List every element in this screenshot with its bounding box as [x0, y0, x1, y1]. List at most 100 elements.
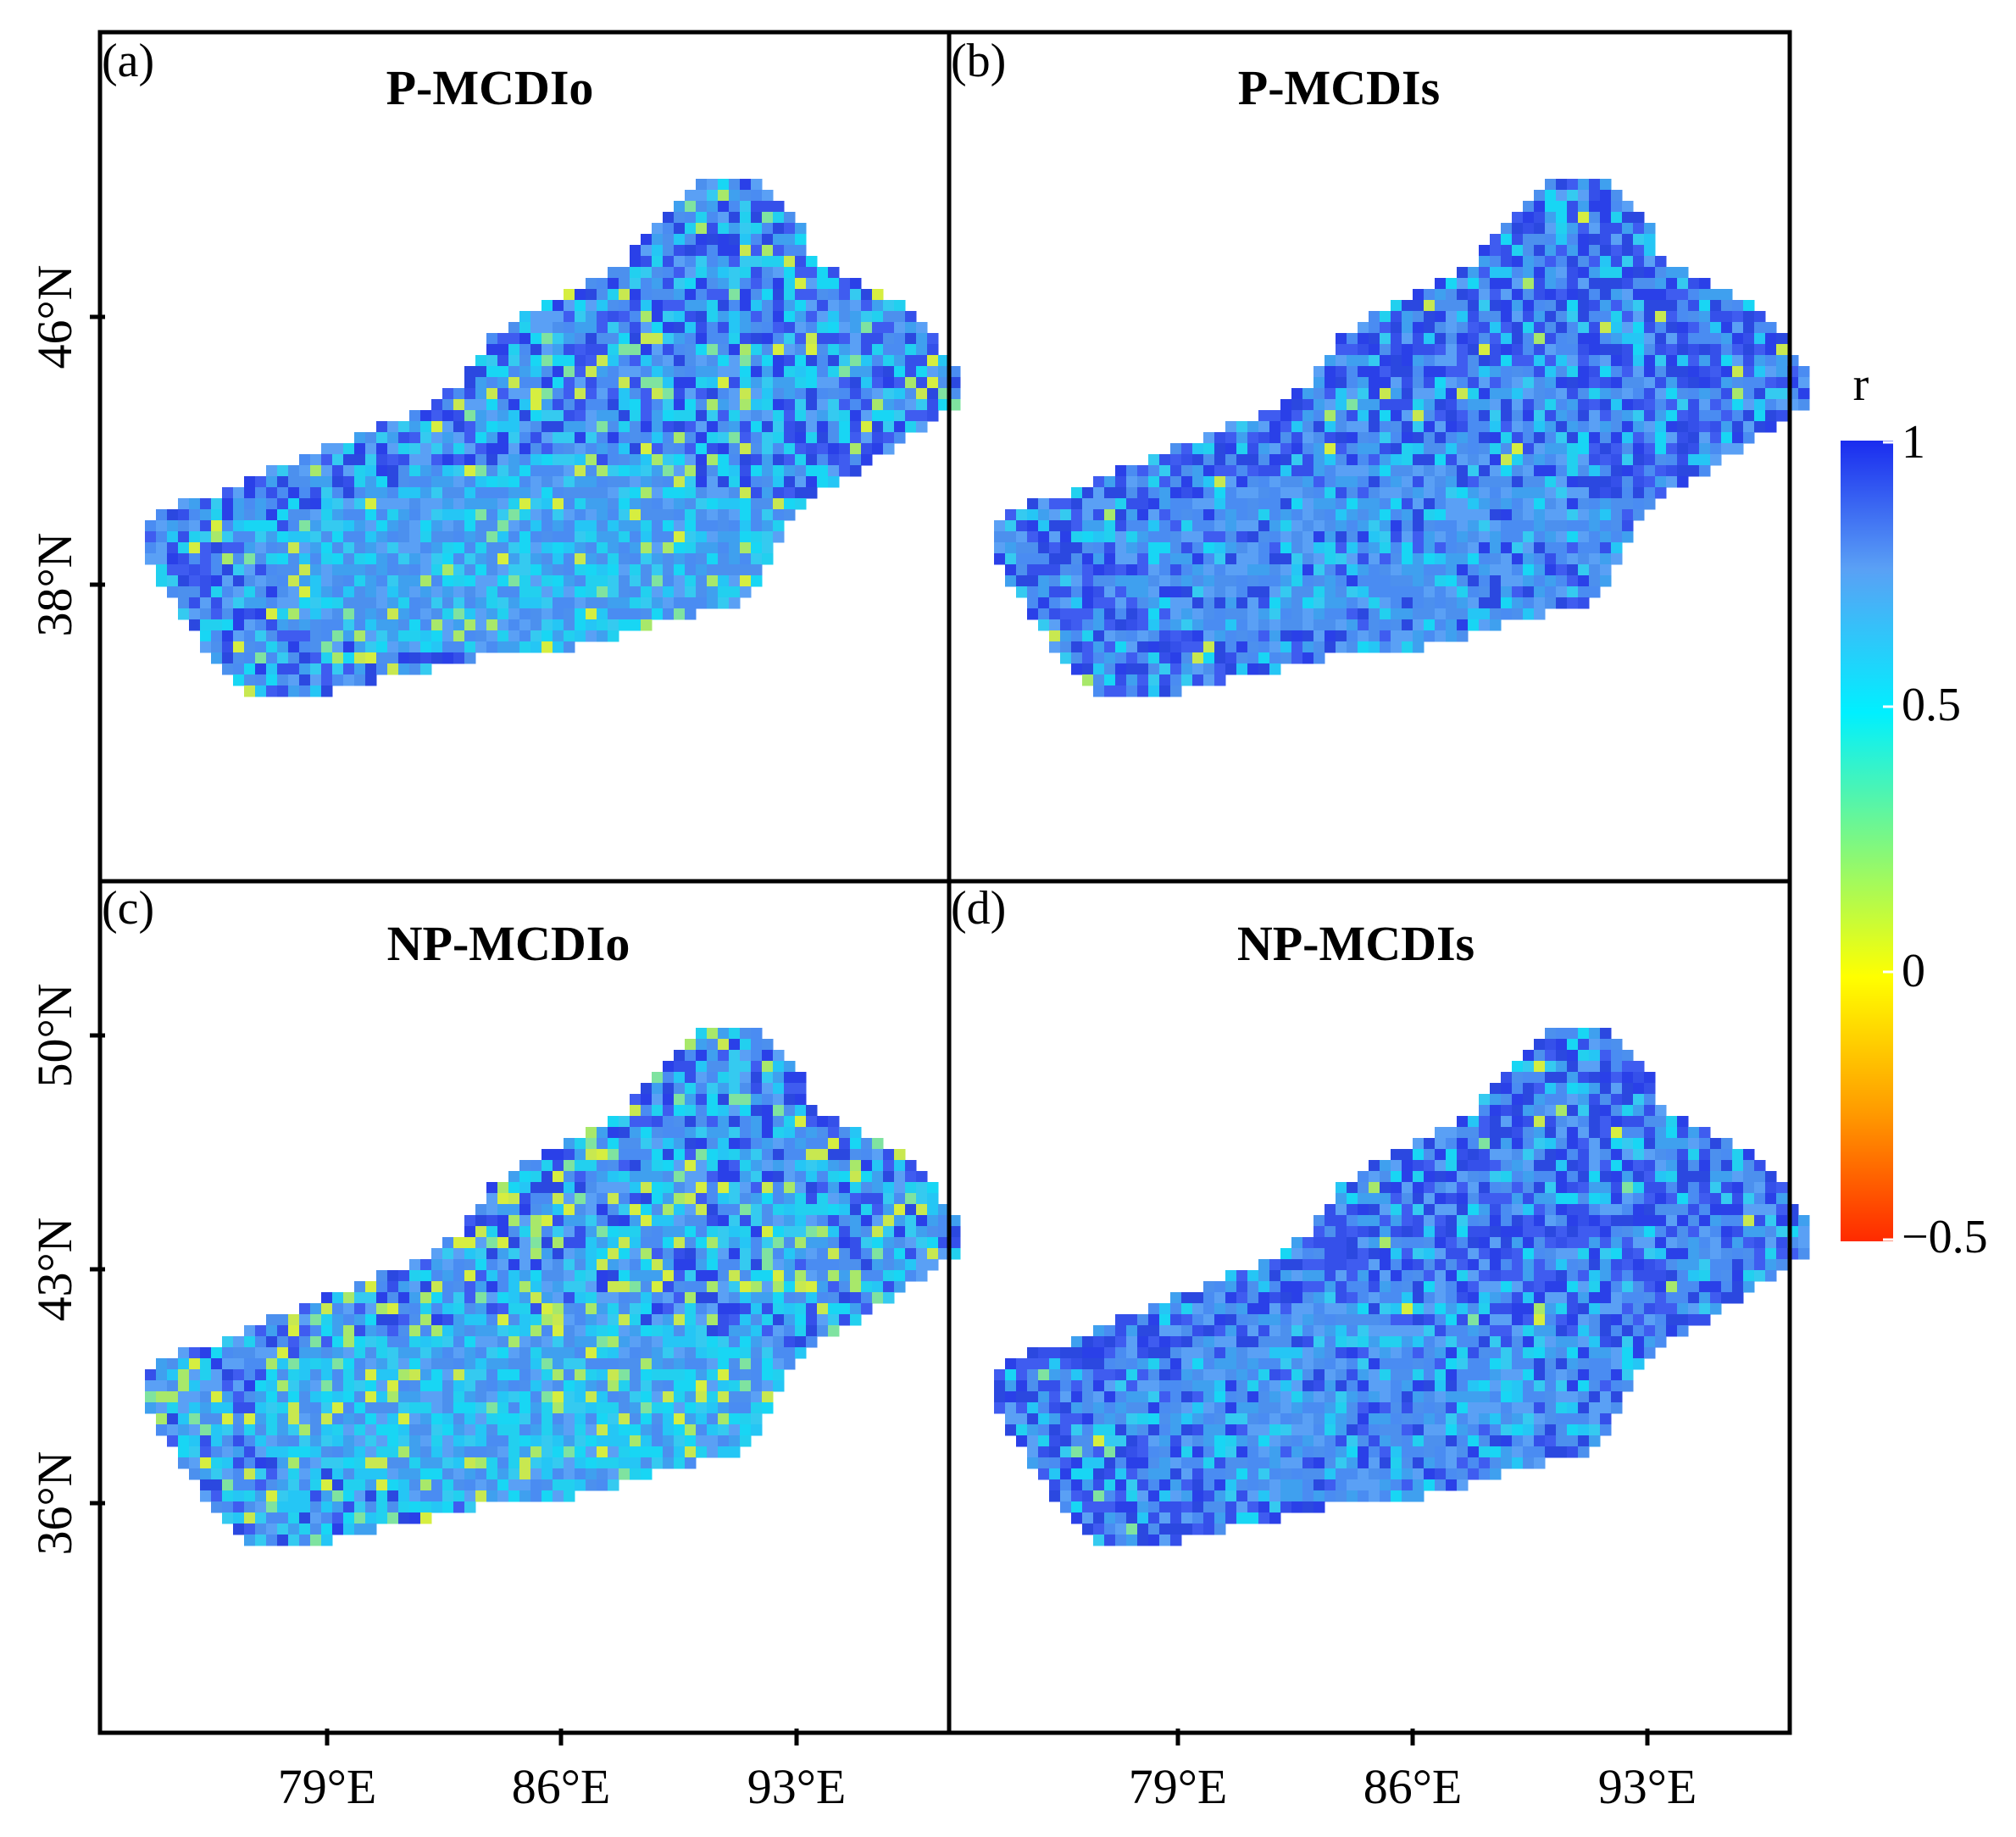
map-pixel: [861, 366, 873, 378]
map-pixel: [1578, 201, 1590, 213]
map-pixel: [332, 1369, 344, 1381]
map-pixel: [553, 421, 564, 433]
map-pixel: [508, 1182, 520, 1194]
map-pixel: [597, 1336, 608, 1348]
map-pixel: [641, 421, 653, 433]
map-pixel: [189, 1347, 201, 1359]
map-pixel: [828, 1127, 840, 1139]
map-pixel: [586, 1226, 597, 1238]
map-pixel: [850, 1248, 862, 1260]
map-pixel: [1567, 388, 1579, 400]
map-pixel: [1545, 388, 1557, 400]
map-pixel: [1336, 586, 1347, 598]
map-pixel: [861, 1204, 873, 1216]
map-pixel: [1721, 421, 1733, 433]
map-pixel: [1677, 388, 1689, 400]
map-pixel: [365, 597, 377, 609]
map-pixel: [464, 1248, 476, 1260]
map-pixel: [1225, 641, 1237, 653]
map-pixel: [475, 366, 487, 378]
map-pixel: [288, 575, 300, 587]
map-pixel: [762, 212, 774, 224]
map-pixel: [828, 410, 840, 422]
map-pixel: [806, 1160, 818, 1172]
map-pixel: [431, 630, 443, 642]
map-pixel: [376, 498, 388, 510]
map-pixel: [696, 1072, 708, 1084]
map-pixel: [575, 355, 586, 367]
map-pixel: [1699, 333, 1711, 345]
map-pixel: [949, 366, 961, 378]
map-pixel: [740, 190, 752, 202]
map-pixel: [674, 1105, 686, 1117]
map-pixel: [508, 630, 520, 642]
map-pixel: [189, 586, 201, 598]
map-pixel: [839, 289, 851, 301]
map-pixel: [277, 586, 289, 598]
map-pixel: [464, 443, 476, 455]
map-pixel: [707, 1127, 719, 1139]
map-pixel: [1468, 300, 1480, 312]
map-pixel: [1071, 520, 1083, 532]
map-pixel: [1192, 630, 1204, 642]
map-pixel: [475, 399, 487, 411]
map-pixel: [376, 641, 388, 653]
map-pixel: [497, 553, 509, 565]
map-pixel: [464, 1314, 476, 1326]
map-pixel: [949, 1237, 961, 1249]
map-pixel: [784, 1259, 796, 1271]
map-pixel: [200, 641, 212, 653]
map-pixel: [784, 377, 796, 389]
map-pixel: [244, 487, 256, 499]
map-pixel: [1082, 520, 1094, 532]
map-pixel: [916, 1171, 928, 1183]
map-pixel: [1358, 575, 1369, 587]
map-pixel: [1170, 597, 1182, 609]
map-pixel: [729, 212, 741, 224]
map-pixel: [718, 278, 730, 290]
map-pixel: [685, 443, 697, 455]
map-pixel: [597, 1303, 608, 1315]
map-pixel: [949, 1226, 961, 1238]
map-pixel: [707, 245, 719, 257]
map-pixel: [244, 1336, 256, 1348]
map-pixel: [674, 487, 686, 499]
map-pixel: [1523, 542, 1535, 554]
map-pixel: [564, 443, 575, 455]
map-pixel: [1060, 597, 1072, 609]
map-pixel: [343, 1391, 355, 1403]
map-pixel: [1567, 344, 1579, 356]
map-pixel: [784, 1116, 796, 1128]
map-pixel: [1016, 553, 1028, 565]
map-pixel: [1170, 652, 1182, 664]
map-pixel: [1512, 289, 1524, 301]
map-pixel: [619, 1325, 630, 1337]
map-pixel: [1699, 465, 1711, 477]
map-pixel: [409, 531, 421, 543]
map-pixel: [685, 1061, 697, 1073]
map-pixel: [310, 542, 322, 554]
map-pixel: [1413, 432, 1425, 444]
map-pixel: [1137, 663, 1149, 675]
map-pixel: [630, 289, 641, 301]
map-pixel: [211, 564, 223, 576]
map-pixel: [1170, 465, 1182, 477]
map-pixel: [464, 421, 476, 433]
map-pixel: [365, 520, 377, 532]
map-pixel: [299, 487, 311, 499]
map-pixel: [1192, 564, 1204, 576]
map-pixel: [1688, 355, 1700, 367]
map-pixel: [674, 1248, 686, 1260]
map-pixel: [696, 1347, 708, 1359]
map-pixel: [431, 432, 443, 444]
map-pixel: [740, 234, 752, 246]
map-pixel: [1269, 597, 1281, 609]
map-pixel: [641, 278, 653, 290]
map-pixel: [1523, 322, 1535, 334]
map-pixel: [784, 1270, 796, 1282]
map-pixel: [619, 1204, 630, 1216]
map-pixel: [1655, 465, 1667, 477]
map-pixel: [773, 1072, 785, 1084]
map-pixel: [1302, 630, 1314, 642]
map-pixel: [1093, 553, 1105, 565]
